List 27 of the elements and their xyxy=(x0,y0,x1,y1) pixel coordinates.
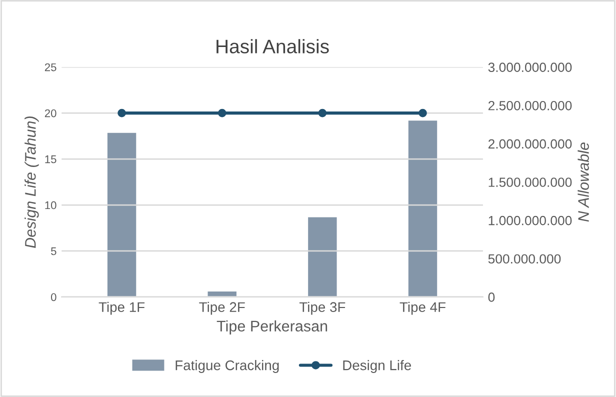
y-tick-label: 15 xyxy=(45,155,56,164)
legend-label: Fatigue Cracking xyxy=(176,360,279,373)
x-tick-label: Tipe 3F xyxy=(299,302,346,315)
chart-title: Hasil Analisis xyxy=(216,39,329,54)
x-tick-label: Tipe 4F xyxy=(400,302,446,315)
y2-tick-label: 2.500.000.000 xyxy=(488,100,572,110)
x-tick-label: Tipe 1F xyxy=(98,302,145,315)
x-axis-title: Tipe Perkerasan xyxy=(216,320,328,335)
bar xyxy=(106,132,138,297)
y-tick-label: 20 xyxy=(44,109,56,118)
y-tick-label: 5 xyxy=(51,247,56,256)
y2-tick-label: 1.000.000.000 xyxy=(488,216,572,226)
y-tick-label: 0 xyxy=(50,293,56,302)
bar xyxy=(306,216,338,297)
bar xyxy=(206,290,238,297)
y2-tick-label: 500.000.000 xyxy=(488,254,561,264)
y-tick-label: 25 xyxy=(44,63,56,72)
y2-tick-label: 1.500.000.000 xyxy=(488,178,572,187)
x-tick-label: Tipe 2F xyxy=(199,302,245,315)
bar xyxy=(407,119,438,297)
y2-tick-label: 3.000.000.000 xyxy=(488,62,572,72)
legend-label: Design Life xyxy=(343,360,411,373)
y-tick-label: 10 xyxy=(45,201,56,210)
y-axis-title: Design Life (Tahun) xyxy=(24,116,39,248)
y2-tick-label: 2.000.000.000 xyxy=(488,139,572,149)
y2-axis-title: N Allowable xyxy=(578,142,589,222)
y2-tick-label: 0 xyxy=(488,292,495,302)
